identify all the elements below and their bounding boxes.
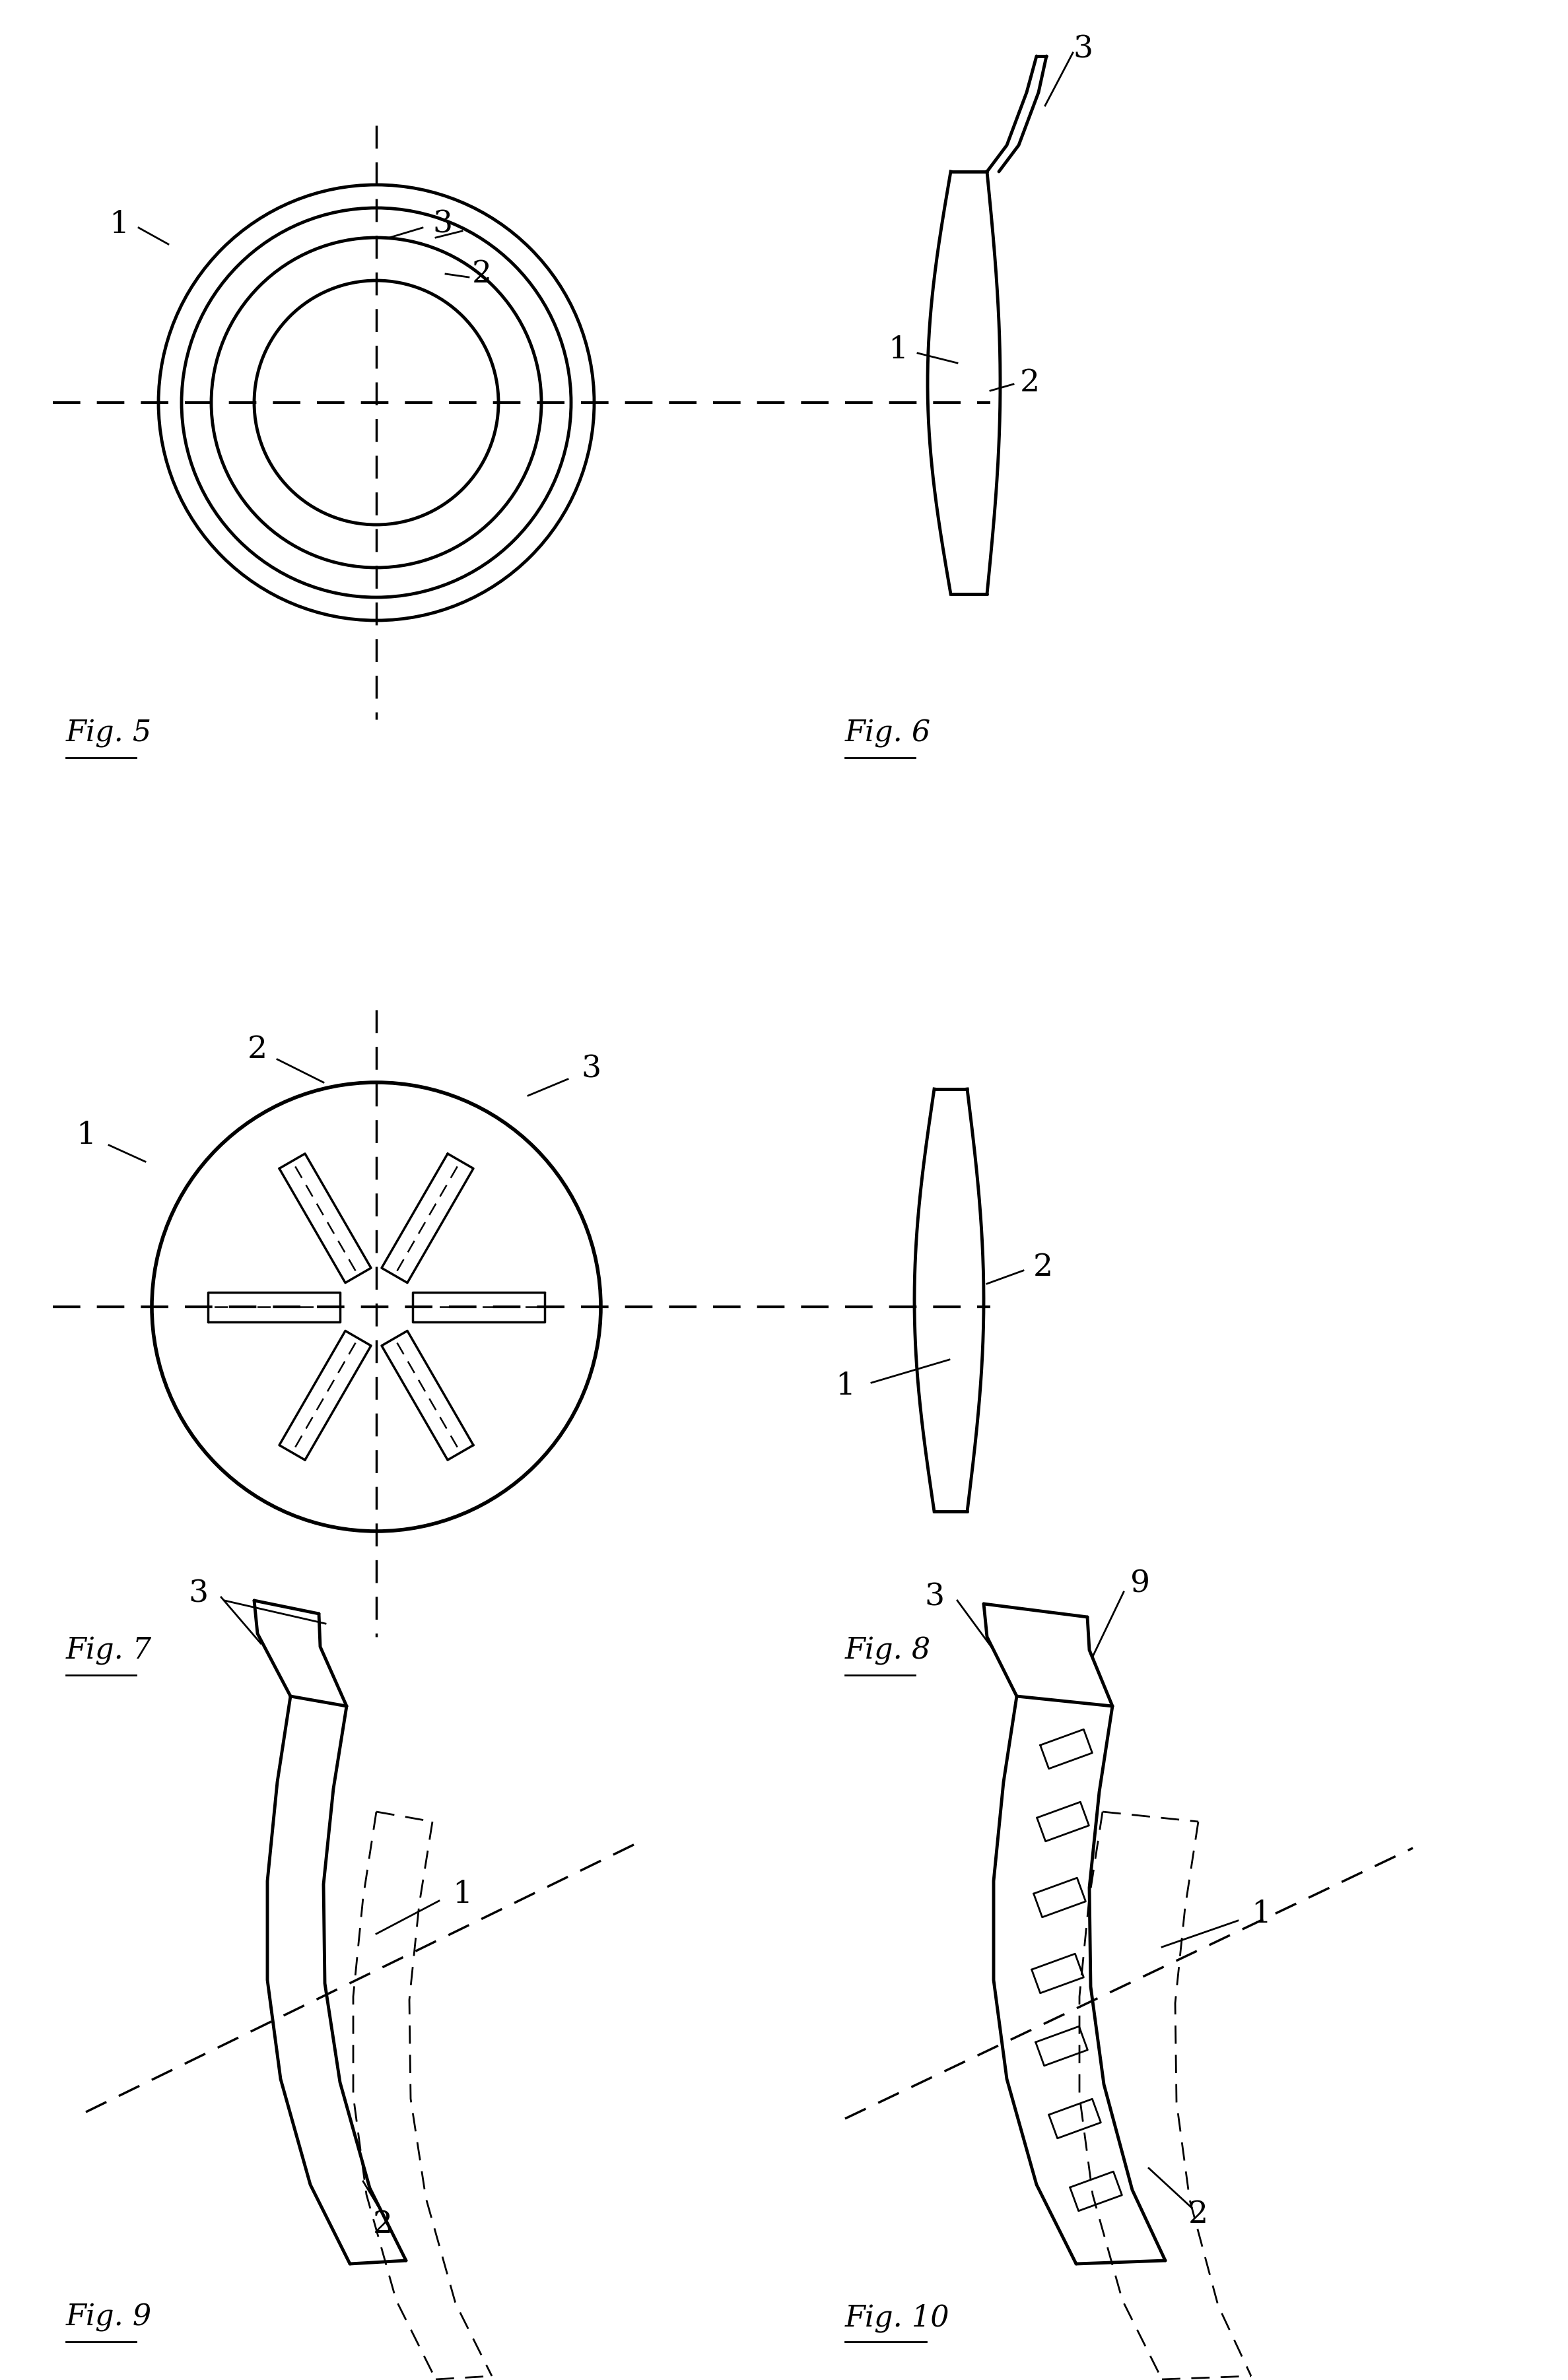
Text: 2: 2 <box>373 2209 394 2240</box>
Text: 9: 9 <box>1131 1568 1149 1599</box>
Text: Fig. 5: Fig. 5 <box>66 719 152 747</box>
Text: 1: 1 <box>887 336 908 364</box>
Text: 1: 1 <box>108 209 129 240</box>
Text: Fig. 7: Fig. 7 <box>66 1637 152 1666</box>
Text: 1: 1 <box>452 1880 472 1909</box>
Text: 2: 2 <box>472 259 492 288</box>
Text: 1: 1 <box>75 1121 96 1150</box>
Text: Fig. 8: Fig. 8 <box>845 1637 931 1666</box>
Text: 2: 2 <box>1189 2199 1209 2230</box>
Text: 1: 1 <box>836 1371 855 1402</box>
Text: 2: 2 <box>1021 369 1040 397</box>
Text: 3: 3 <box>580 1054 601 1085</box>
Text: 3: 3 <box>1073 36 1093 64</box>
Text: Fig. 9: Fig. 9 <box>66 2304 152 2332</box>
Text: 1: 1 <box>1251 1899 1272 1928</box>
Text: Fig. 10: Fig. 10 <box>845 2304 950 2332</box>
Text: 3: 3 <box>433 209 452 240</box>
Text: 2: 2 <box>248 1035 268 1064</box>
Text: Fig. 6: Fig. 6 <box>845 719 931 747</box>
Text: 3: 3 <box>188 1578 209 1609</box>
Text: 3: 3 <box>924 1583 944 1611</box>
Text: 2: 2 <box>1033 1252 1054 1283</box>
